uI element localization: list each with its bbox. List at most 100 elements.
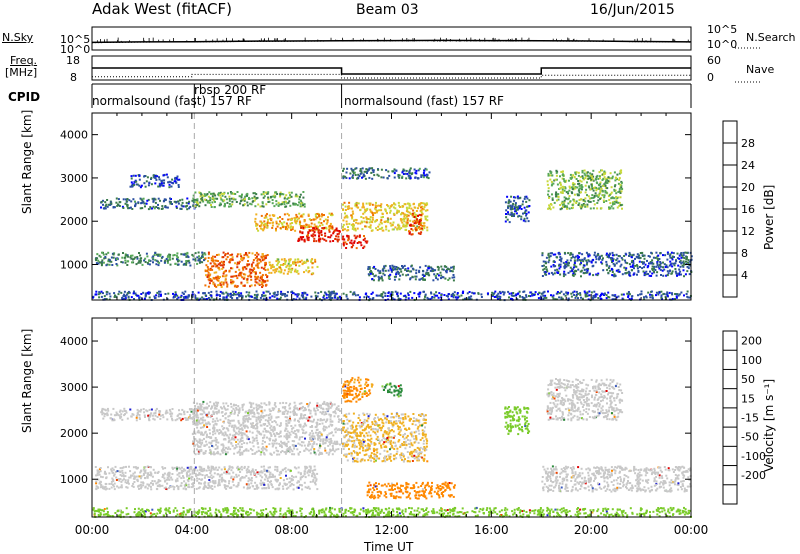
power-cell	[423, 169, 426, 172]
power-cell	[298, 212, 301, 215]
power-cell	[250, 263, 253, 266]
power-cell	[329, 297, 332, 300]
velocity-cell	[268, 439, 271, 442]
power-cell	[211, 265, 213, 268]
power-cell	[514, 196, 517, 199]
power-cell	[347, 239, 350, 242]
power-cell	[592, 175, 595, 178]
velocity-cell	[243, 433, 246, 436]
power-cell	[407, 202, 410, 205]
power-cell	[305, 223, 308, 226]
power-cell	[551, 295, 554, 298]
power-cell	[523, 197, 526, 200]
power-cell	[123, 256, 126, 259]
velocity-cell	[196, 448, 198, 451]
power-cell	[321, 213, 323, 216]
velocity-cell	[305, 424, 308, 427]
power-cell	[447, 298, 450, 301]
velocity-cell	[115, 411, 118, 414]
power-cell	[236, 266, 239, 269]
power-cell	[562, 206, 565, 208]
power-cell	[161, 184, 164, 187]
power-cell	[318, 237, 321, 240]
power-cell	[216, 197, 219, 200]
power-cell	[436, 294, 439, 297]
power-cell	[144, 292, 147, 295]
power-cell	[636, 267, 639, 270]
power-cell	[148, 259, 151, 262]
power-cell	[261, 274, 264, 277]
power-cell	[327, 225, 330, 228]
power-cell	[274, 191, 277, 194]
power-cell	[546, 180, 549, 183]
velocity-cell	[326, 403, 329, 406]
power-cell	[560, 260, 563, 263]
power-cell	[610, 205, 613, 208]
power-cell	[657, 293, 660, 296]
power-cell	[468, 291, 471, 293]
power-cell	[466, 292, 469, 295]
power-cell	[426, 219, 429, 222]
power-cell	[671, 270, 674, 273]
power-cell	[525, 212, 528, 215]
power-cell	[518, 290, 521, 293]
power-cell	[157, 197, 160, 200]
power-cell	[215, 265, 218, 268]
power-cell	[222, 292, 225, 295]
power-cell	[203, 259, 205, 262]
power-cell	[579, 259, 582, 262]
velocity-cell	[323, 413, 326, 416]
power-cell	[413, 206, 416, 209]
velocity-cell	[283, 410, 286, 413]
power-cell	[603, 170, 606, 173]
power-cell	[325, 296, 328, 299]
power-cell	[557, 195, 560, 198]
power-cell	[423, 290, 425, 293]
power-cell	[588, 253, 591, 256]
power-cell	[613, 254, 616, 257]
power-cell	[621, 207, 623, 210]
power-cell	[310, 260, 313, 263]
velocity-cell	[166, 418, 169, 421]
velocity-cell	[216, 419, 219, 422]
velocity-cell	[193, 414, 196, 417]
power-cell	[584, 177, 587, 180]
power-cell	[579, 270, 582, 273]
power-cell	[223, 202, 226, 205]
velocity-cell	[148, 414, 151, 416]
velocity-cell	[264, 419, 267, 422]
power-cell	[545, 266, 548, 269]
power-cell	[155, 294, 158, 297]
power-cell	[618, 190, 621, 193]
power-cell	[154, 201, 157, 204]
power-cell	[115, 197, 118, 200]
velocity-cell	[192, 442, 195, 445]
power-cell	[114, 294, 116, 297]
power-cell	[356, 177, 359, 180]
power-cell	[143, 259, 146, 262]
velocity-cell	[294, 418, 296, 421]
power-cell	[564, 273, 567, 276]
power-cell	[301, 292, 304, 294]
power-cell	[275, 200, 278, 203]
power-cell	[555, 195, 558, 198]
power-cell	[592, 296, 595, 299]
power-cell	[355, 205, 358, 208]
power-cell	[250, 203, 253, 206]
power-cell	[426, 269, 429, 272]
velocity-cell	[216, 447, 219, 450]
power-cell	[173, 293, 176, 296]
velocity-cell	[232, 407, 235, 410]
power-cell	[398, 278, 401, 281]
power-cell	[398, 176, 401, 179]
power-cell	[207, 291, 210, 294]
power-cell	[682, 254, 685, 257]
power-cell	[147, 291, 150, 294]
power-cell	[242, 204, 245, 207]
power-cell	[360, 216, 363, 218]
power-cell	[121, 205, 124, 208]
power-cell	[181, 291, 184, 294]
power-cell	[375, 211, 378, 214]
power-cell	[445, 294, 448, 297]
power-cell	[282, 226, 285, 229]
